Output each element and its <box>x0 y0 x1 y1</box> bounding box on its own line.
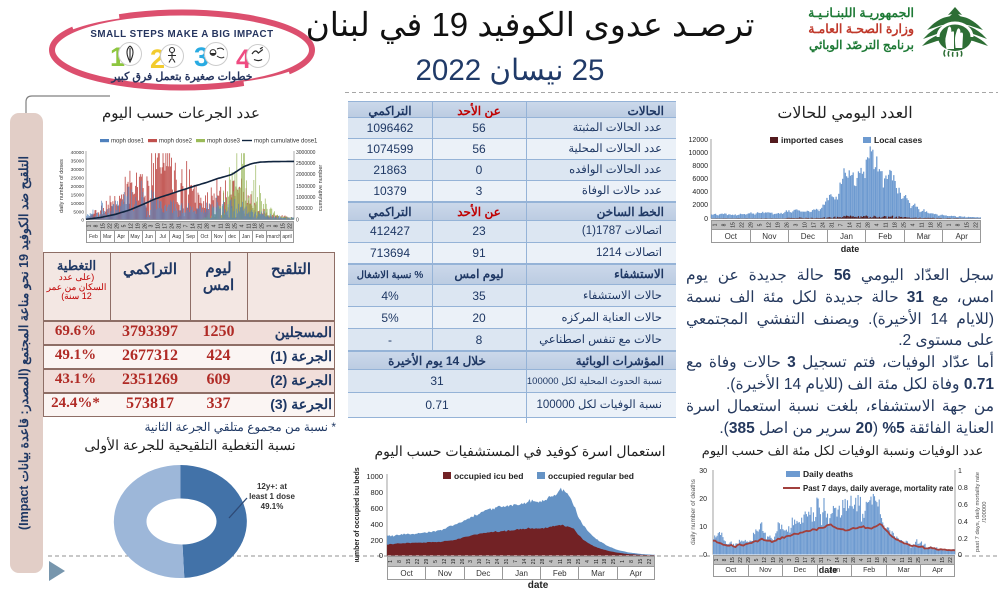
svg-text:2000000: 2000000 <box>296 172 316 178</box>
svg-text:15000: 15000 <box>71 193 85 199</box>
svg-text:0: 0 <box>703 552 707 559</box>
svg-text:6000: 6000 <box>692 176 708 183</box>
svg-text:10000: 10000 <box>689 150 709 157</box>
svg-text:8000: 8000 <box>692 163 708 170</box>
svg-text:daily number of doses: daily number of doses <box>59 159 65 213</box>
svg-text:4000: 4000 <box>692 189 708 196</box>
svg-text:0: 0 <box>379 551 383 560</box>
svg-text:10000: 10000 <box>71 201 85 207</box>
svg-text:Past 7 days, daily average, mo: Past 7 days, daily average, mortality ra… <box>803 484 954 493</box>
svg-text:daily number of deaths: daily number of deaths <box>690 478 697 545</box>
svg-text:2500000: 2500000 <box>296 161 316 167</box>
svg-text:5000: 5000 <box>73 210 84 216</box>
svg-text:2000: 2000 <box>692 202 708 209</box>
svg-text:1000: 1000 <box>366 472 383 481</box>
svg-text:moph dose3: moph dose3 <box>207 139 241 145</box>
svg-text:30: 30 <box>699 468 707 475</box>
svg-text:10: 10 <box>699 524 707 531</box>
svg-text:200: 200 <box>370 536 383 545</box>
svg-text:0: 0 <box>296 218 299 224</box>
svg-text:400: 400 <box>370 520 383 529</box>
svg-text:cumulative number: cumulative number <box>318 165 324 212</box>
svg-text:moph dose2: moph dose2 <box>159 139 193 145</box>
svg-text:49.1%: 49.1% <box>261 502 284 511</box>
svg-text:number of occupied icu beds: number of occupied icu beds <box>354 467 361 562</box>
svg-text:SMALL STEPS MAKE A BIG IMPACT: SMALL STEPS MAKE A BIG IMPACT <box>90 29 273 40</box>
svg-text:least 1 dose: least 1 dose <box>249 492 295 501</box>
svg-text:past 7 days, daily mortality r: past 7 days, daily mortality rate <box>975 472 981 552</box>
svg-text:12000: 12000 <box>689 137 709 144</box>
svg-text:1000000: 1000000 <box>296 195 316 201</box>
svg-text:12y+: at: 12y+: at <box>257 482 287 491</box>
svg-text:25000: 25000 <box>71 176 85 182</box>
svg-text:0: 0 <box>704 216 708 223</box>
svg-text:1500000: 1500000 <box>296 184 316 190</box>
svg-text:occupied icu bed: occupied icu bed <box>454 471 523 481</box>
svg-text:Daily deaths: Daily deaths <box>803 469 853 479</box>
svg-text:imported cases: imported cases <box>781 135 844 145</box>
svg-text:800: 800 <box>370 488 383 497</box>
svg-text:3000000: 3000000 <box>296 150 316 156</box>
svg-text:20000: 20000 <box>71 184 85 190</box>
svg-text:Local cases: Local cases <box>874 135 922 145</box>
svg-text:40000: 40000 <box>71 150 85 156</box>
svg-text:0.4: 0.4 <box>958 519 968 526</box>
svg-text:occupied regular bed: occupied regular bed <box>548 471 634 481</box>
svg-text:0.8: 0.8 <box>958 485 968 492</box>
svg-text:/100000: /100000 <box>982 502 988 523</box>
svg-text:35000: 35000 <box>71 159 85 165</box>
svg-text:20: 20 <box>699 496 707 503</box>
svg-text:moph cumulative dose1: moph cumulative dose1 <box>254 139 318 145</box>
svg-text:500000: 500000 <box>296 206 313 212</box>
svg-text:خطوات صغيرة بتعمل فرق كبير: خطوات صغيرة بتعمل فرق كبير <box>110 71 252 83</box>
svg-text:30000: 30000 <box>71 167 85 173</box>
svg-text:0: 0 <box>81 218 84 224</box>
svg-text:moph dose1: moph dose1 <box>111 139 145 145</box>
svg-text:0.2: 0.2 <box>958 536 968 543</box>
svg-text:0: 0 <box>958 552 962 559</box>
svg-text:0.6: 0.6 <box>958 502 968 509</box>
svg-text:600: 600 <box>370 504 383 513</box>
svg-text:1: 1 <box>958 468 962 475</box>
